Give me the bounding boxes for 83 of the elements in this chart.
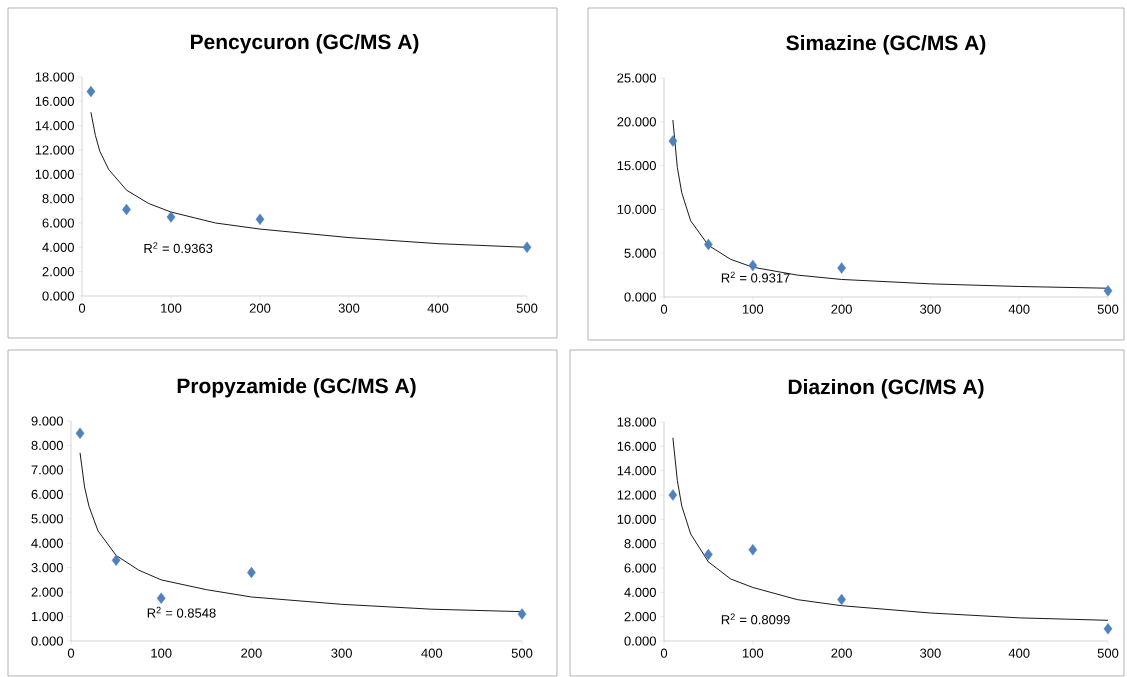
x-tick-label: 500 <box>516 303 538 313</box>
y-tick-label: 6.000 <box>42 218 74 228</box>
y-tick-label: 15.000 <box>617 160 656 171</box>
y-tick-label: 2.000 <box>31 587 63 597</box>
x-tick-label: 200 <box>831 304 852 314</box>
x-tick-label: 200 <box>249 303 271 313</box>
y-tick-label: 0.000 <box>42 291 74 301</box>
point <box>522 241 532 254</box>
y-tick-label: 4.000 <box>31 538 63 548</box>
y-tick-label: 8.000 <box>42 194 74 204</box>
y-tick-label: 20.000 <box>617 117 656 127</box>
annotation: R$^{2}$ = 0.9317 <box>721 271 790 283</box>
y-tick-label: 2.000 <box>42 267 74 277</box>
y-tick-label: 4.000 <box>624 587 656 597</box>
y-tick-label: 8.000 <box>31 440 63 451</box>
x-tick-label: 400 <box>421 648 443 658</box>
x-tick-label: 100 <box>742 648 764 658</box>
point <box>748 259 758 272</box>
y-tick-label: 4.000 <box>42 242 74 252</box>
x-tick-label: 0 <box>660 648 668 658</box>
chart-title: Diazinon (GC/MS A) <box>788 378 984 399</box>
y-tick-label: 18.000 <box>35 72 74 82</box>
annotation: R$^{2}$ = 0.8548 <box>147 606 216 618</box>
x-tick-label: 300 <box>331 648 352 658</box>
y-tick-label: 6.000 <box>624 563 656 573</box>
chart-title: Propyzamide (GC/MS A) <box>177 377 416 398</box>
point <box>668 135 678 147</box>
point <box>748 544 758 556</box>
y-tick-label: 0.000 <box>624 636 656 646</box>
x-tick-label: 400 <box>427 303 449 313</box>
y-tick-label: 5.000 <box>31 514 63 524</box>
x-tick-label: 500 <box>1097 304 1119 314</box>
y-tick-label: 12.000 <box>617 490 656 500</box>
x-tick-label: 0 <box>78 303 86 313</box>
y-tick-label: 5.000 <box>624 248 656 258</box>
x-tick-label: 400 <box>1008 648 1030 658</box>
y-tick-label: 8.000 <box>624 539 656 549</box>
point <box>255 213 265 226</box>
point <box>837 262 846 274</box>
y-tick-label: 10.000 <box>617 514 656 524</box>
x-tick-label: 500 <box>511 648 533 658</box>
x-tick-label: 300 <box>920 648 941 658</box>
y-tick-label: 16.000 <box>617 441 656 451</box>
y-tick-label: 3.000 <box>31 563 63 573</box>
x-tick-label: 100 <box>161 303 182 313</box>
point <box>517 608 527 620</box>
point <box>1103 623 1113 635</box>
y-tick-label: 14.000 <box>35 121 74 131</box>
annotation: R$^{2}$ = 0.9363 <box>144 242 213 254</box>
y-tick-label: 14.000 <box>617 466 656 476</box>
x-tick-label: 0 <box>67 648 75 658</box>
point <box>111 554 121 567</box>
chart-title: Simazine (GC/MS A) <box>786 34 986 55</box>
y-tick-label: 12.000 <box>35 145 74 155</box>
y-tick-label: 7.000 <box>31 465 63 475</box>
point <box>75 427 85 439</box>
x-tick-label: 300 <box>338 303 360 313</box>
x-tick-label: 300 <box>920 304 941 314</box>
x-tick-label: 200 <box>241 648 262 658</box>
y-tick-label: 0.000 <box>31 636 63 646</box>
point <box>156 592 166 604</box>
point <box>86 85 96 98</box>
x-tick-label: 500 <box>1097 648 1119 658</box>
point <box>668 489 678 501</box>
y-tick-label: 25.000 <box>617 73 656 83</box>
y-tick-label: 10.000 <box>617 204 656 214</box>
x-tick-label: 400 <box>1008 304 1030 314</box>
x-tick-label: 0 <box>660 304 668 314</box>
y-tick-label: 10.000 <box>35 169 74 179</box>
point <box>1103 285 1113 297</box>
x-tick-label: 100 <box>742 304 764 314</box>
y-tick-label: 6.000 <box>31 489 63 499</box>
y-tick-label: 9.000 <box>31 416 63 426</box>
annotation: R$^{2}$ = 0.8099 <box>721 613 790 625</box>
x-tick-label: 200 <box>831 648 852 658</box>
y-tick-label: 1.000 <box>31 611 63 622</box>
chart-title: Pencycuron (GC/MS A) <box>190 33 419 54</box>
point <box>166 211 176 223</box>
x-tick-label: 100 <box>151 648 172 658</box>
y-tick-label: 18.000 <box>617 417 656 427</box>
y-tick-label: 16.000 <box>35 96 74 106</box>
y-tick-label: 0.000 <box>624 292 656 302</box>
y-tick-label: 2.000 <box>624 612 656 622</box>
